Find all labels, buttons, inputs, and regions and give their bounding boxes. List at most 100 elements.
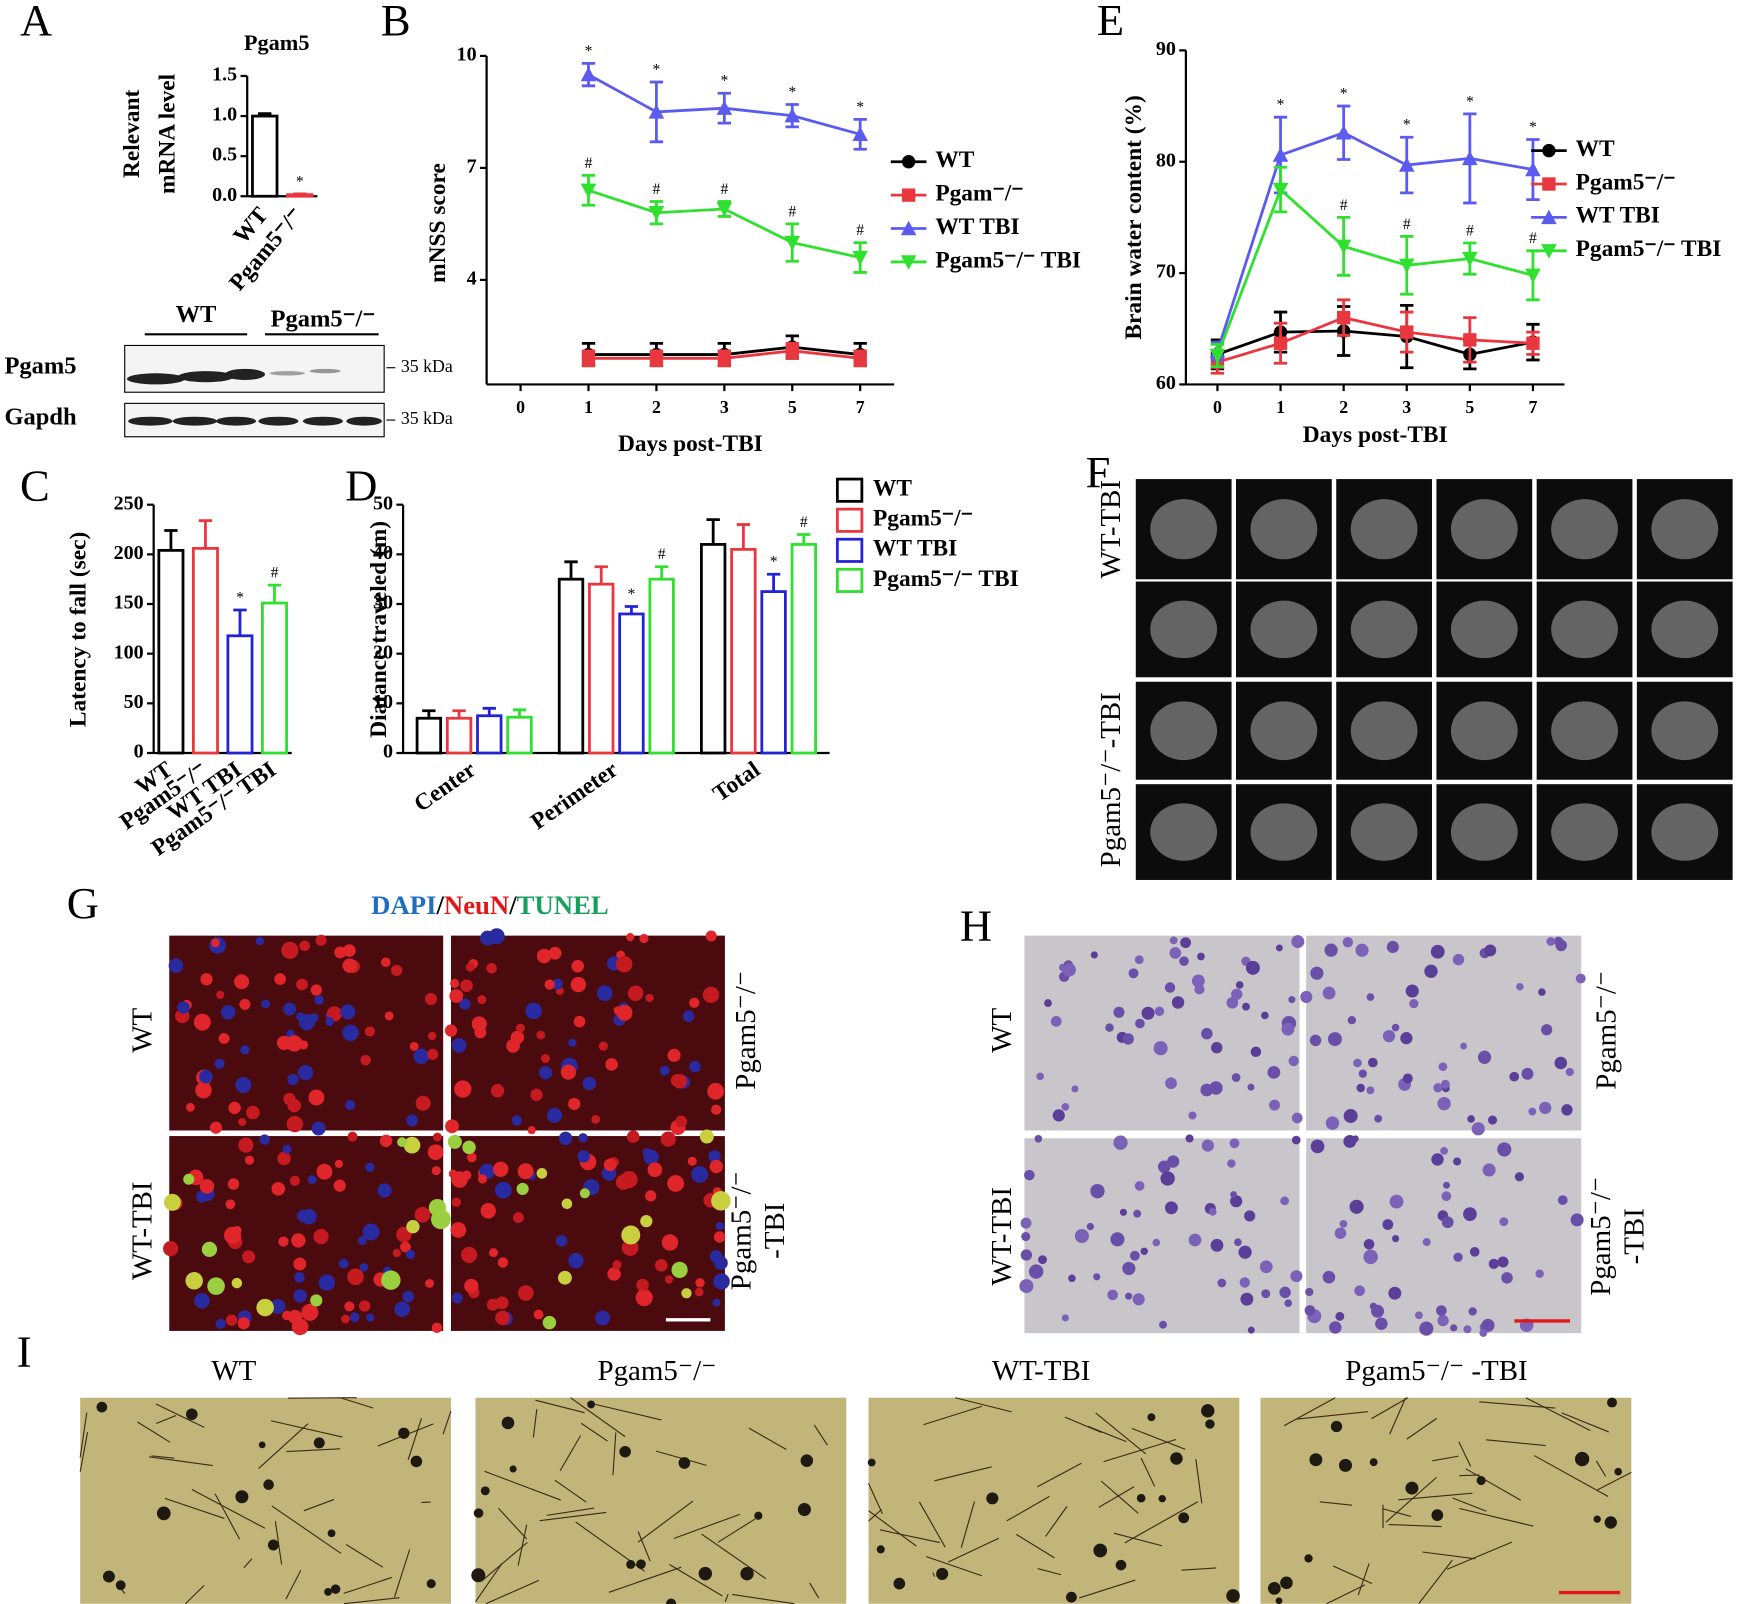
cell — [1521, 1067, 1534, 1080]
cell — [1422, 1238, 1431, 1247]
cell — [1310, 966, 1324, 980]
cell — [675, 1115, 688, 1128]
cell — [1062, 963, 1076, 977]
golgi-image — [475, 1397, 847, 1604]
y-tick-label: 90 — [1156, 38, 1176, 60]
cell — [705, 930, 717, 942]
significance: * — [296, 173, 304, 190]
neurite — [1113, 1532, 1163, 1547]
cell — [342, 958, 357, 973]
cell — [571, 959, 584, 973]
cell — [451, 1171, 468, 1188]
significance: * — [720, 73, 728, 90]
neurite — [813, 1424, 828, 1446]
neurite — [532, 1408, 538, 1438]
cell — [1322, 1270, 1336, 1284]
cell — [237, 1317, 250, 1330]
significance: * — [788, 84, 796, 101]
mri-brain — [1350, 803, 1418, 861]
marker — [852, 250, 868, 266]
mri-brain — [1350, 701, 1418, 761]
cell — [1090, 1183, 1105, 1199]
cell — [1280, 1576, 1293, 1590]
cell — [660, 1131, 676, 1147]
x-tick-label: 7 — [856, 397, 865, 417]
cell — [454, 1080, 472, 1098]
cell — [1231, 1073, 1241, 1082]
cell — [238, 1117, 247, 1127]
significance: * — [1340, 85, 1348, 102]
cell — [1134, 955, 1144, 965]
marker — [900, 220, 917, 236]
cell — [1291, 1135, 1301, 1145]
fluorescence-image — [169, 935, 444, 1131]
significance: # — [585, 155, 593, 172]
marker — [580, 183, 597, 199]
neurite — [1459, 1474, 1480, 1477]
bar — [588, 582, 615, 755]
legend-label: WT — [935, 147, 974, 173]
cell — [986, 1492, 999, 1505]
cell — [1438, 1062, 1448, 1072]
neurite — [637, 1531, 651, 1562]
significance: # — [800, 514, 808, 531]
cell — [1180, 937, 1191, 949]
marker — [1525, 268, 1541, 284]
cell — [1226, 1589, 1240, 1603]
error-bar — [594, 565, 608, 585]
cell — [1481, 1318, 1495, 1332]
marker — [853, 351, 867, 365]
cell — [185, 1272, 203, 1290]
cell — [598, 1041, 608, 1051]
error-bar — [422, 709, 436, 719]
marker — [648, 206, 665, 221]
legend-label: Pgam5⁻/⁻ — [873, 506, 973, 532]
panel-letter: B — [381, 0, 411, 45]
cell — [1157, 1160, 1171, 1174]
image-label: WT-TBI — [992, 1355, 1091, 1387]
marker — [1525, 161, 1541, 177]
cell — [1488, 1258, 1499, 1270]
cell — [1167, 1155, 1180, 1168]
cell — [199, 1069, 213, 1084]
neurite — [303, 1498, 335, 1512]
neurite — [1100, 1480, 1139, 1514]
cell — [234, 974, 250, 990]
cell — [358, 1300, 371, 1312]
cell — [1090, 951, 1098, 959]
cell — [1269, 1099, 1281, 1111]
cell — [381, 957, 391, 968]
cell — [1188, 1111, 1197, 1120]
golgi-image — [80, 1397, 451, 1604]
cell — [1226, 996, 1239, 1009]
error-bar — [654, 565, 669, 580]
cell — [1210, 1238, 1224, 1252]
cell — [517, 1285, 534, 1301]
cell — [1235, 981, 1244, 989]
significance: # — [1466, 222, 1474, 239]
cell — [1113, 1135, 1128, 1150]
cell — [876, 1545, 885, 1554]
cell — [398, 1427, 410, 1439]
neurite — [1459, 1507, 1534, 1527]
cell — [199, 1179, 215, 1194]
stain-part: / — [508, 890, 517, 920]
cell — [1154, 1006, 1165, 1017]
cell — [311, 1121, 326, 1136]
legend-label: WT TBI — [1576, 203, 1660, 229]
neurite — [214, 1493, 241, 1540]
neurite — [1283, 1397, 1336, 1427]
cell — [1132, 1293, 1145, 1306]
cell — [288, 1309, 303, 1325]
blot-group: WT — [176, 301, 217, 328]
cell — [430, 1209, 451, 1230]
cell — [582, 1076, 597, 1091]
row-label: WT-TBI — [1095, 480, 1127, 579]
marker — [1398, 258, 1415, 274]
cell — [209, 1121, 223, 1134]
cell — [561, 1198, 573, 1210]
neurite — [1406, 1417, 1438, 1440]
cell — [163, 1240, 179, 1257]
cell — [659, 1065, 670, 1076]
cell — [1061, 1314, 1069, 1322]
